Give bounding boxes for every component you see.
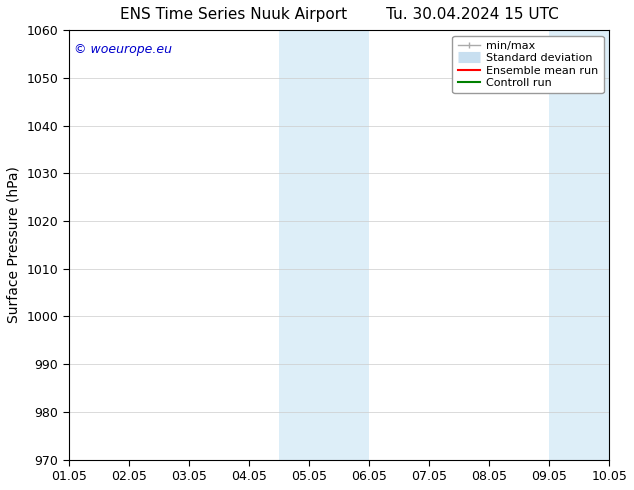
Legend: min/max, Standard deviation, Ensemble mean run, Controll run: min/max, Standard deviation, Ensemble me… xyxy=(453,36,604,94)
Bar xyxy=(279,30,309,460)
Text: © woeurope.eu: © woeurope.eu xyxy=(74,43,172,56)
Title: ENS Time Series Nuuk Airport        Tu. 30.04.2024 15 UTC: ENS Time Series Nuuk Airport Tu. 30.04.2… xyxy=(120,7,559,22)
Y-axis label: Surface Pressure (hPa): Surface Pressure (hPa) xyxy=(7,167,21,323)
Bar xyxy=(579,30,609,460)
Bar xyxy=(549,30,579,460)
Bar xyxy=(309,30,369,460)
